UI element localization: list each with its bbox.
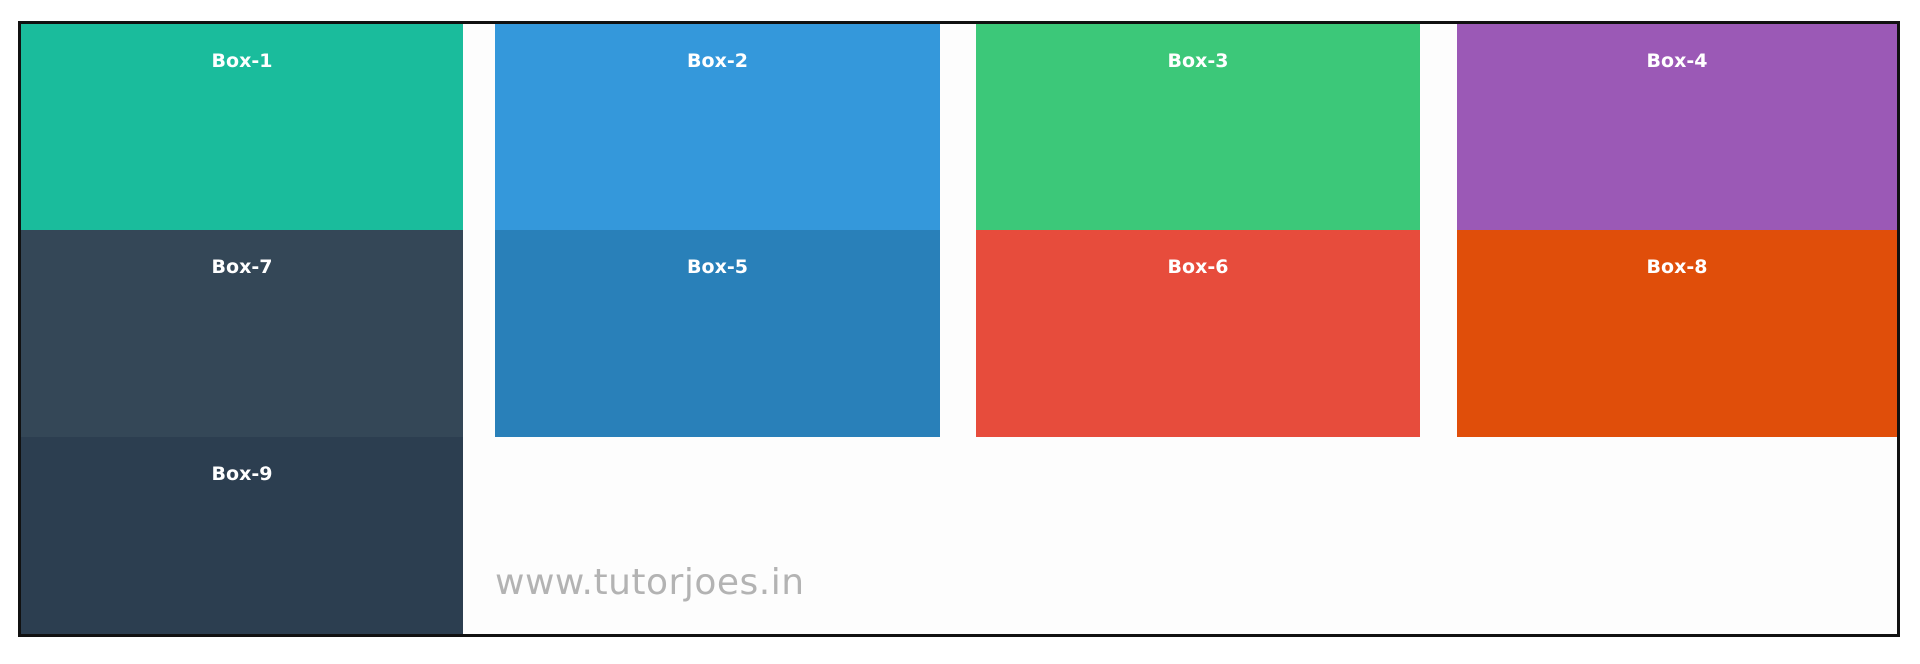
box-1: Box-1 bbox=[21, 24, 463, 230]
box-label: Box-9 bbox=[211, 463, 273, 485]
box-3: Box-3 bbox=[976, 24, 1420, 230]
watermark-text: www.tutorjoes.in bbox=[495, 562, 805, 603]
box-2: Box-2 bbox=[495, 24, 940, 230]
box-label: Box-1 bbox=[211, 50, 273, 72]
box-9: Box-9 bbox=[21, 437, 463, 634]
box-label: Box-5 bbox=[687, 256, 748, 278]
box-label: Box-2 bbox=[687, 50, 748, 72]
box-label: Box-6 bbox=[1167, 256, 1229, 278]
box-label: Box-4 bbox=[1646, 50, 1708, 72]
box-label: Box-8 bbox=[1646, 256, 1708, 278]
box-7: Box-7 bbox=[21, 230, 463, 437]
box-5: Box-5 bbox=[495, 230, 940, 437]
box-4: Box-4 bbox=[1457, 24, 1897, 230]
box-label: Box-3 bbox=[1167, 50, 1229, 72]
box-label: Box-7 bbox=[211, 256, 273, 278]
box-8: Box-8 bbox=[1457, 230, 1897, 437]
grid-container: Box-1 Box-2 Box-3 Box-4 Box-7 Box-5 Box-… bbox=[18, 21, 1900, 637]
box-6: Box-6 bbox=[976, 230, 1420, 437]
